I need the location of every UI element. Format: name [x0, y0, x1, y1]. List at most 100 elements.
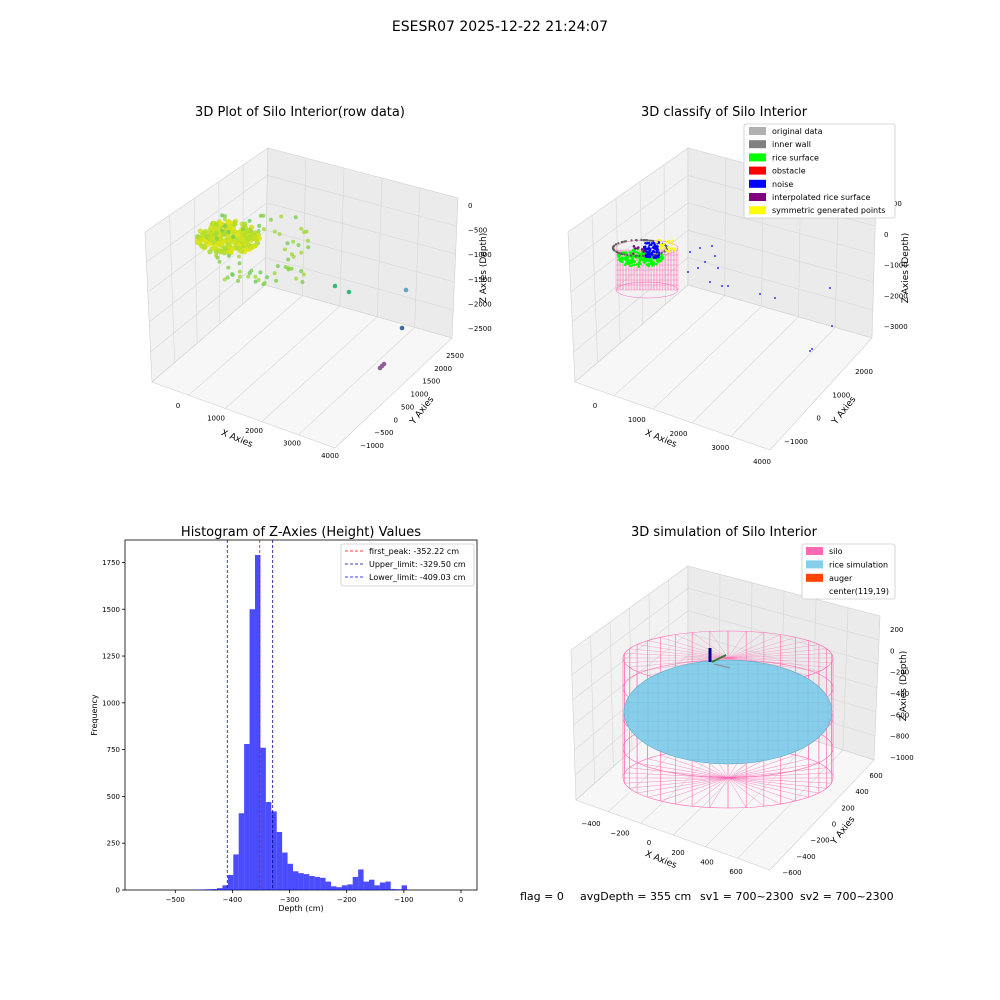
classify-point [639, 256, 643, 260]
raw-point [195, 234, 201, 240]
classify-point [629, 264, 632, 268]
classify-point [635, 254, 638, 257]
hist-bar [314, 876, 321, 890]
raw-point [214, 236, 219, 241]
classify-z-tick: −1000 [884, 262, 908, 270]
raw-point [218, 221, 224, 227]
sim-x-tick: −400 [581, 820, 600, 828]
raw-point [247, 271, 252, 276]
classify-point [721, 285, 723, 287]
sim-silo-spoke [727, 657, 832, 663]
sim-silo-spoke [727, 637, 796, 659]
raw-point [214, 253, 219, 258]
classify-point [640, 251, 644, 255]
sim-z-ticks: 200 0 −200 −400 −600 −800 −1000 [890, 626, 914, 762]
raw-point [234, 232, 241, 238]
raw-x-tick: 4000 [321, 452, 339, 460]
classify-point [658, 244, 662, 247]
classify-point [617, 242, 620, 245]
raw-point [244, 240, 250, 246]
raw-point-cloud [194, 213, 409, 371]
hist-bar [227, 875, 234, 890]
hist-y-tick-label: 250 [107, 840, 120, 848]
sim-y-tick: −600 [782, 869, 801, 877]
classify-point [640, 238, 643, 242]
sim-z-tick: −800 [890, 733, 909, 741]
raw-point [221, 231, 227, 237]
classify-point [637, 246, 640, 249]
hist-bar [303, 874, 310, 890]
raw-point [249, 244, 255, 250]
classify-point [649, 247, 652, 250]
classify-point [643, 259, 647, 263]
sim-silo-spoke [727, 777, 832, 784]
sim-silo-spoke [727, 653, 832, 659]
classify-point [655, 250, 658, 254]
hist-reference-lines [226, 540, 274, 890]
raw-point [208, 236, 214, 242]
raw-point [217, 241, 223, 247]
raw-z-tick: −1000 [468, 251, 492, 259]
raw-point [256, 229, 261, 234]
raw-point [247, 218, 252, 223]
sim-y-tick: 0 [832, 821, 836, 829]
classify-z-label: Z Axies (Depth) [901, 233, 911, 304]
raw-point [283, 265, 288, 269]
classify-point [660, 251, 664, 254]
panel-simulation-title: 3D simulation of Silo Interior [631, 525, 818, 540]
classify-y-tick: 1000 [832, 391, 850, 399]
hist-bar [298, 873, 304, 890]
hist-y-ticks: 0 250 500 750 1000 1250 1500 1750 [102, 559, 125, 895]
raw-point [200, 231, 206, 237]
raw-point [227, 223, 233, 229]
hist-bars [195, 554, 407, 890]
classify-point [620, 252, 623, 255]
raw-point [258, 213, 263, 218]
classify-z-tick: −3000 [884, 323, 908, 331]
sim-x-tick: 400 [700, 858, 713, 866]
classify-point [831, 325, 833, 327]
hist-bar [233, 854, 239, 890]
sim-silo-spoke [675, 777, 729, 805]
sim-silo-spoke [727, 644, 819, 659]
raw-point [268, 217, 273, 222]
sim-silo-spoke [727, 777, 796, 802]
sim-silo-spoke [727, 777, 819, 794]
classify-point [657, 241, 660, 244]
panel-classify: 3D classify of Silo Interior 0 1000 2000 30… [567, 105, 911, 466]
sim-x-tick: 0 [647, 839, 651, 847]
sim-legend-label: silo [829, 547, 843, 556]
classify-point [647, 246, 650, 249]
hist-bar [238, 813, 245, 890]
sim-silo-spoke [647, 758, 729, 779]
hist-bar [369, 879, 375, 890]
raw-point [233, 239, 239, 245]
sim-silo-spoke [727, 634, 781, 659]
classify-point [637, 261, 641, 265]
raw-point [255, 232, 261, 238]
sim-silo-spoke [637, 644, 729, 659]
sim-silo-spoke [727, 754, 796, 779]
classify-point [621, 260, 624, 264]
classify-point [671, 243, 675, 246]
classify-point [689, 251, 691, 253]
classify-point [657, 238, 660, 242]
figure-suptitle: ESESR07 2025-12-22 21:24:07 [392, 19, 608, 35]
raw-y-tick: −500 [374, 429, 393, 437]
classify-point [640, 248, 644, 251]
classify-point-cloud [611, 238, 833, 352]
raw-point [237, 254, 241, 259]
raw-point [291, 239, 296, 244]
classify-legend-swatch [749, 166, 766, 175]
raw-point [258, 270, 263, 275]
raw-point [222, 214, 227, 219]
classify-point [612, 248, 615, 251]
raw-point [230, 272, 235, 277]
sim-z-tick: −400 [890, 690, 909, 698]
raw-point [301, 272, 306, 277]
hist-y-tick-label: 1750 [102, 559, 120, 567]
hist-bar [331, 886, 337, 890]
classify-point [673, 249, 677, 252]
raw-point [237, 261, 242, 266]
raw-y-tick: 1000 [411, 391, 429, 399]
